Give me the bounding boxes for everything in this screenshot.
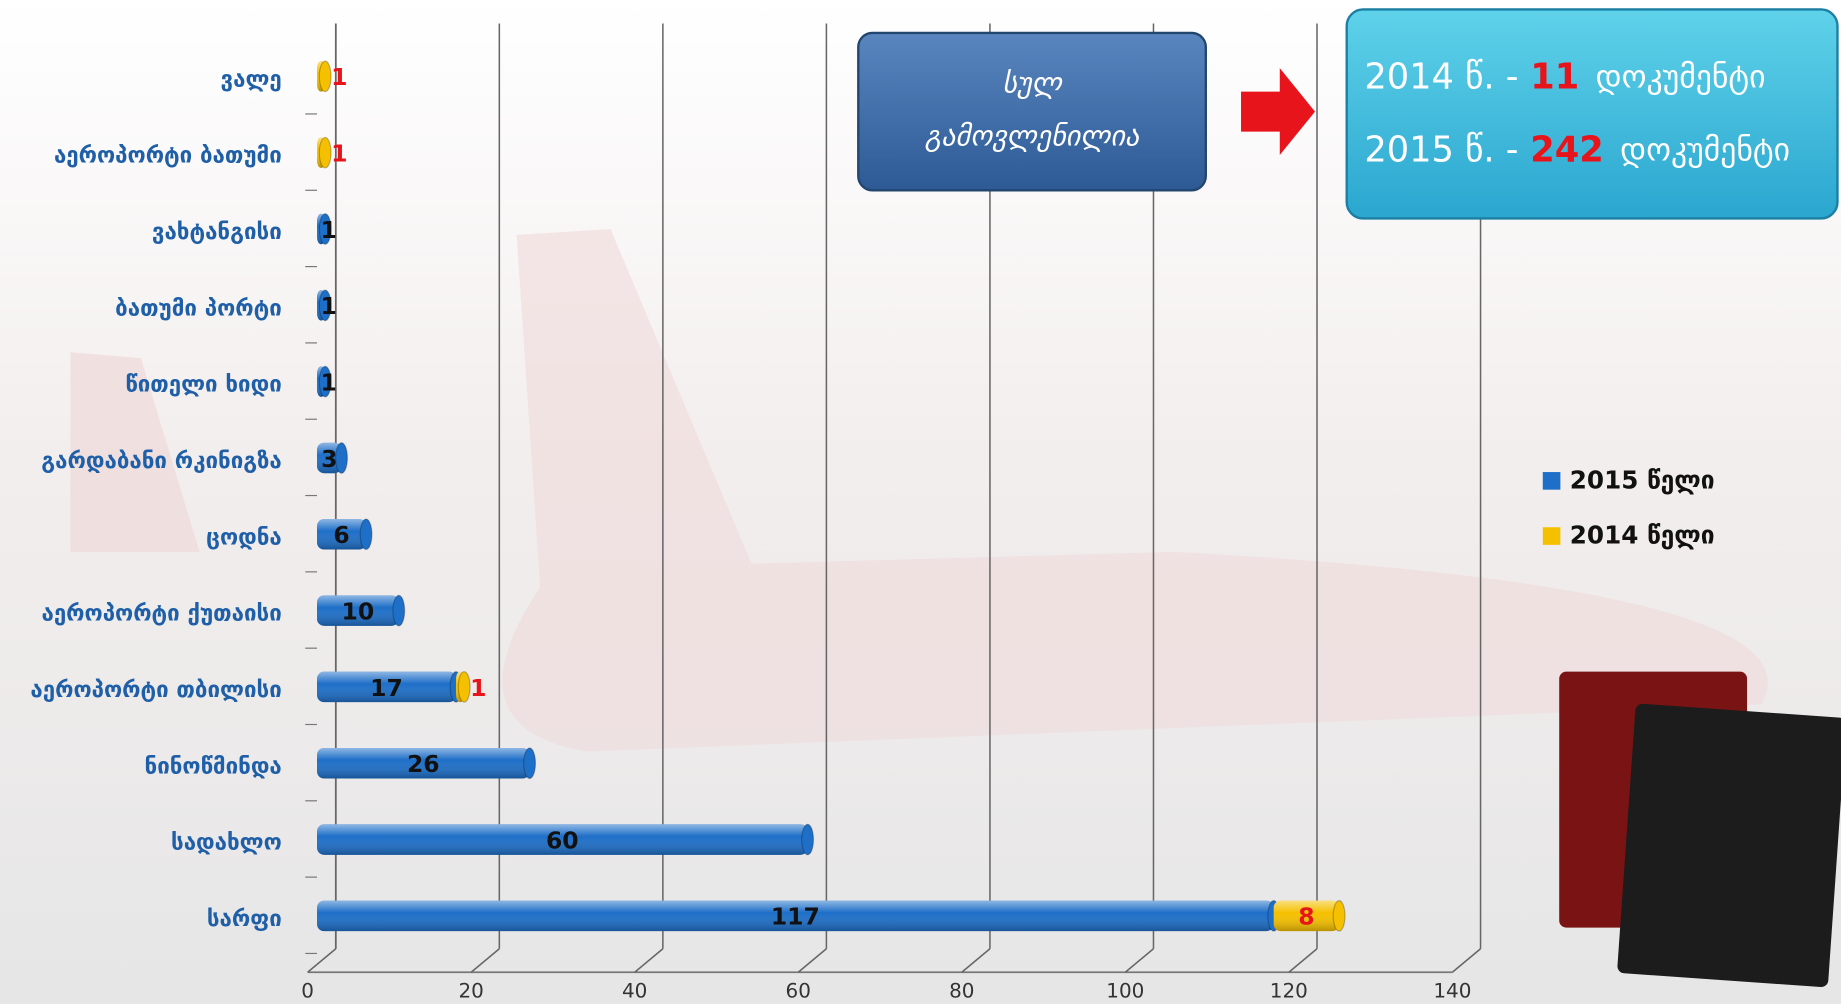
data-label: 60 [546,826,579,854]
bar-cap [335,442,348,474]
x-tick-label: 80 [949,979,974,1003]
total-box-text: სულ [1002,67,1063,100]
summary-year: 2014 წ. - [1364,57,1518,98]
legend-swatch [1542,472,1561,490]
data-label: 1 [331,140,347,168]
bar-shine [317,747,530,779]
y-tick-label: გარდაბანი რკინიგზა [41,448,281,474]
bar-cap [1332,900,1346,932]
floor-line [634,948,664,973]
data-label: 1 [331,63,347,91]
data-label: 1 [321,216,337,244]
arrow [1241,68,1315,156]
y-tick-label: წითელი ხიდი [125,372,281,398]
background-plane [70,352,200,552]
bar-shine [317,519,367,550]
legend-swatch [1542,527,1561,545]
y-tick-label: ვალე [221,66,282,92]
data-label: 6 [333,521,349,549]
bar-shine [317,442,342,474]
floor-line [307,948,337,973]
data-label: 17 [370,674,403,702]
background-plane [502,229,1768,752]
passport [1617,703,1841,988]
legend-label: 2014 წელი [1570,521,1715,550]
y-tick-label: ბათუმი პორტი [115,295,282,321]
data-label: 1 [321,292,337,320]
data-label: 1 [470,674,486,702]
summary-unit: დოკუმენტი [1596,60,1766,96]
summary-box [1345,8,1839,220]
bar-cap [318,365,332,398]
y-tick-label: აეროპორტი ქუთაისი [41,601,281,627]
data-label: 10 [342,597,375,625]
y-tick-label: სადახლო [171,830,282,856]
floor-line [1124,948,1154,973]
bar-cap [318,60,332,93]
bar-cap [318,213,332,245]
data-label: 1 [321,369,337,397]
bar-cap [392,594,406,627]
summary-count: 11 [1530,57,1579,98]
y-tick-label: ცოდნა [206,524,282,550]
data-label: 8 [1298,903,1314,931]
summary-year: 2015 წ. - [1364,130,1518,171]
bar-shine [1273,900,1340,932]
bar-shine [317,671,457,703]
x-tick-label: 0 [301,979,314,1003]
x-tick-label: 40 [622,979,647,1003]
y-tick-label: ვახტანგისი [152,219,282,245]
legend-label: 2015 წელი [1570,465,1715,494]
y-tick-label: სარფი [207,906,282,932]
bar-cap [801,823,815,856]
summary-unit: დოკუმენტი [1620,133,1790,169]
total-box [857,31,1207,192]
x-tick-label: 20 [458,979,483,1003]
x-tick-label: 60 [786,979,811,1003]
summary-line: 2014 წ. - 11 დოკუმენტი [1364,57,1765,98]
x-tick-label: 140 [1433,979,1471,1003]
bar-cap [318,289,332,322]
floor-line [1451,948,1482,973]
bar-cap [523,747,537,780]
floor-line [961,948,991,973]
summary-line: 2015 წ. - 242 დოკუმენტი [1364,130,1790,171]
summary-count: 242 [1530,130,1604,171]
bar-shine [317,824,808,855]
floor-line [1288,948,1318,973]
y-tick-label: ნინოწმინდა [145,753,282,779]
data-label: 3 [321,445,337,473]
floor-line [797,948,827,973]
x-tick-label: 100 [1106,979,1144,1003]
y-tick-label: აეროპორტი ბათუმი [54,143,282,169]
total-box-text: გამოვლენილია [925,119,1140,152]
y-tick-label: აეროპორტი თბილისი [30,677,281,703]
bar-cap [318,136,332,169]
bar-shine [317,595,399,626]
data-label: 26 [407,750,440,778]
x-tick-label: 120 [1270,979,1308,1003]
floor-line [470,948,500,973]
data-label: 117 [771,903,820,931]
bar-cap [359,518,373,551]
bar-cap [457,671,471,703]
bar-shine [317,900,1274,932]
